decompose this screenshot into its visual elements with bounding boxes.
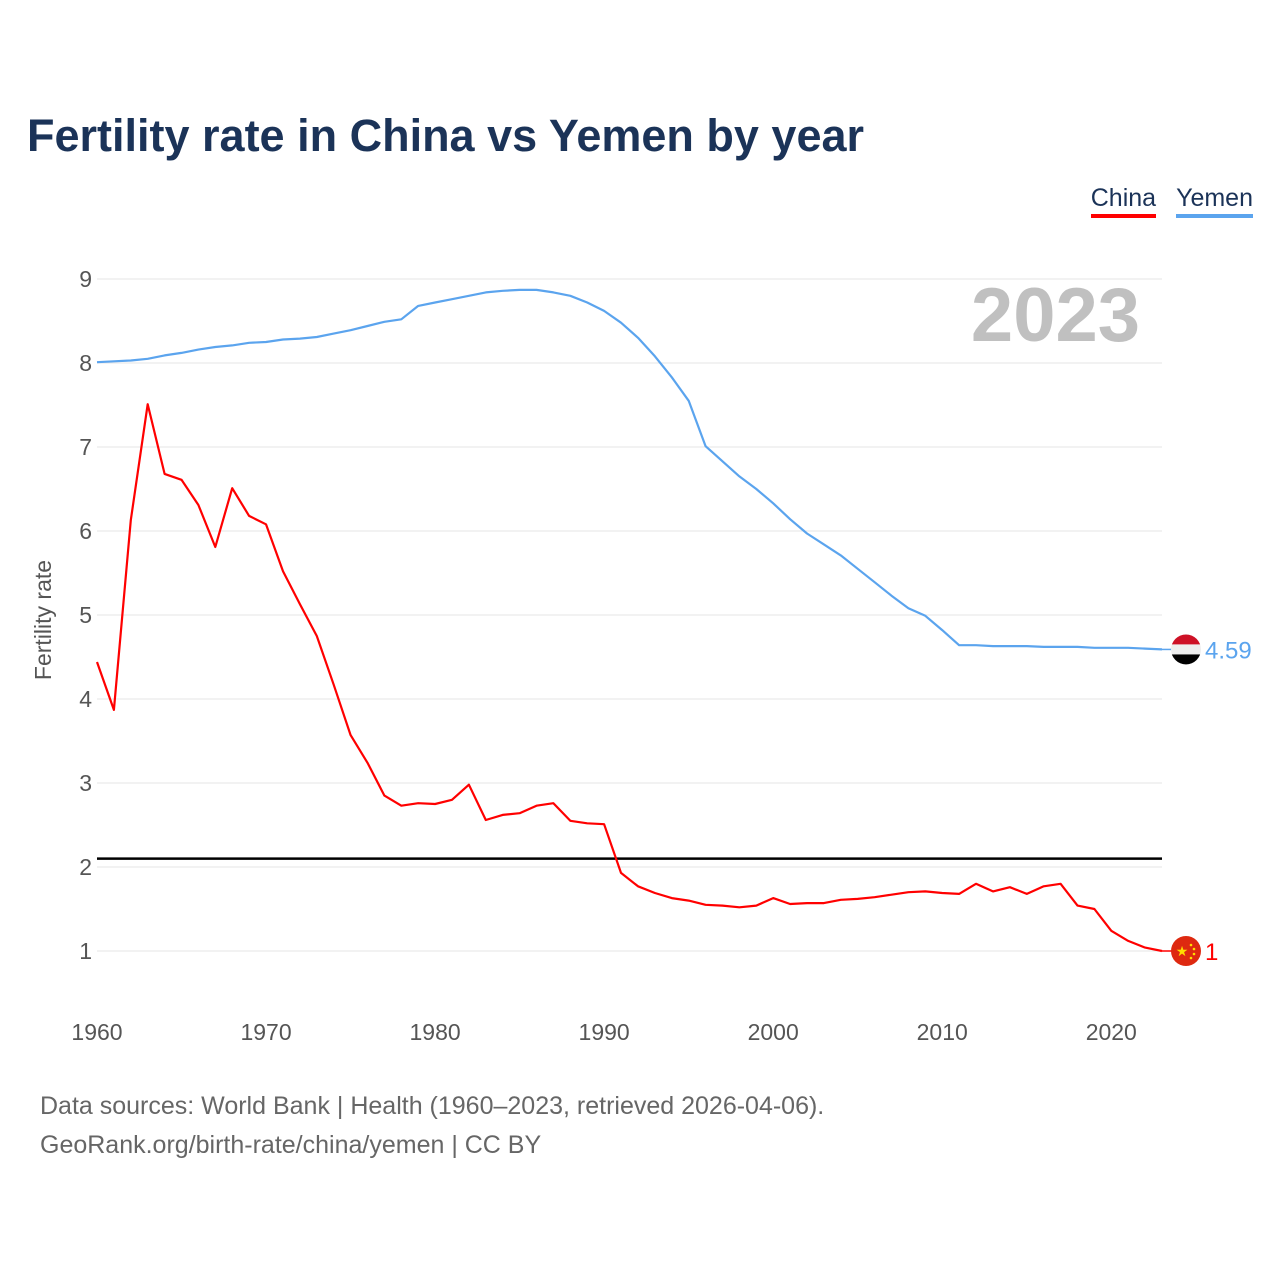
x-tick-label: 2000 <box>748 1019 799 1045</box>
legend-yemen[interactable]: Yemen <box>1176 184 1253 218</box>
x-tick-label: 1980 <box>410 1019 461 1045</box>
y-tick-label: 6 <box>79 518 92 544</box>
flag-small-star <box>1192 952 1196 956</box>
series-line-china <box>95 403 1163 953</box>
end-value-label: 1 <box>1205 939 1218 966</box>
flag-stripe-white <box>1171 644 1201 655</box>
x-tick-label: 2020 <box>1086 1019 1137 1045</box>
flag-star: ★ <box>1176 943 1189 959</box>
x-tick-label: 2010 <box>917 1019 968 1045</box>
y-axis-label: Fertility rate <box>30 560 56 680</box>
china-flag-icon: ★ <box>1171 936 1201 966</box>
y-tick-label: 5 <box>79 602 92 628</box>
flag-small-star <box>1192 947 1196 951</box>
flag-stripe-red <box>1171 634 1201 645</box>
x-tick-label: 1970 <box>240 1019 291 1045</box>
source-text: Data sources: World Bank | Health (1960–… <box>40 1092 825 1120</box>
y-tick-label: 9 <box>79 266 92 292</box>
legend-china[interactable]: China <box>1090 184 1157 218</box>
y-tick-label: 1 <box>79 938 92 964</box>
x-tick-label: 1960 <box>71 1019 122 1045</box>
y-tick-label: 8 <box>79 350 92 376</box>
yemen-flag-icon <box>1171 634 1201 665</box>
footer: Data sources: World Bank | Health (1960–… <box>40 1087 824 1165</box>
flag-small-star <box>1189 956 1193 960</box>
end-value-label: 4.59 <box>1205 637 1252 664</box>
chart-title: Fertility rate in China vs Yemen by year <box>27 110 865 161</box>
series-line-yemen <box>96 288 1163 651</box>
flag-small-star <box>1189 943 1193 947</box>
year-label: 2023 <box>971 273 1140 358</box>
flag-stripe-black <box>1171 654 1201 665</box>
flag-background <box>1171 936 1201 966</box>
legend: China Yemen <box>1090 184 1253 218</box>
y-tick-label: 3 <box>79 770 92 796</box>
x-tick-label: 1990 <box>579 1019 630 1045</box>
source-link[interactable]: GeoRank.org/birth-rate/china/yemen | CC … <box>40 1131 542 1159</box>
y-tick-label: 4 <box>79 686 92 712</box>
y-tick-label: 7 <box>79 434 92 460</box>
y-tick-label: 2 <box>79 854 92 880</box>
